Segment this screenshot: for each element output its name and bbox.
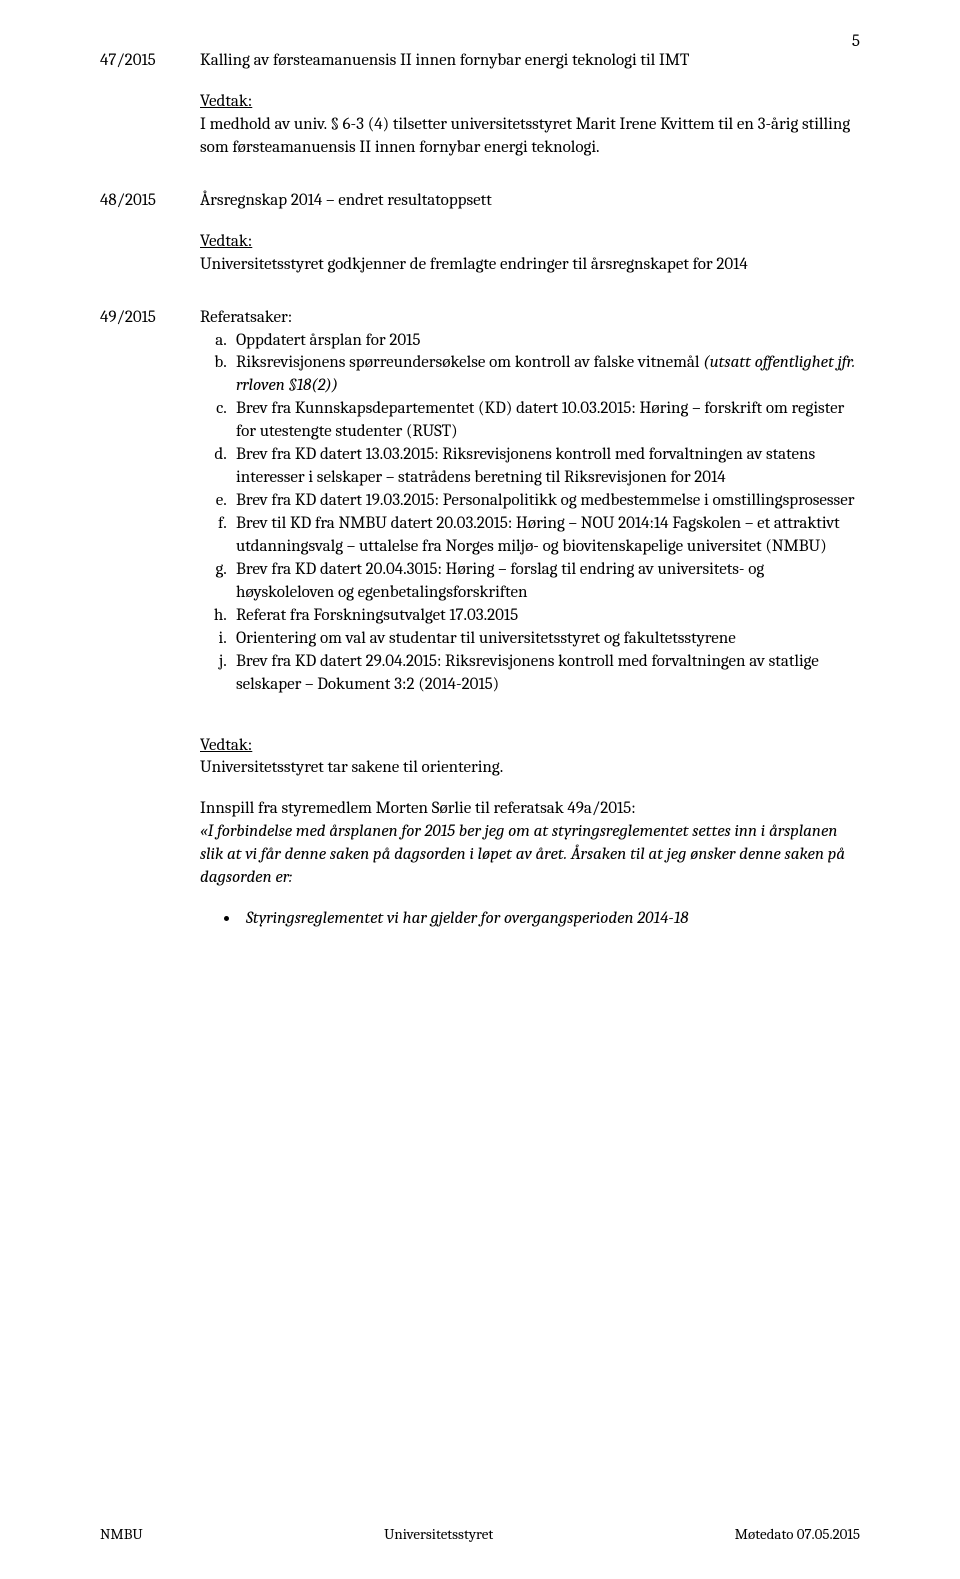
entry-49: 49/2015 Referatsaker: Oppdatert årsplan … — [100, 307, 860, 715]
footer-right: Møtedato 07.05.2015 — [735, 1525, 860, 1543]
vedtak-label: Vedtak: — [200, 736, 252, 755]
vedtak-label: Vedtak: — [200, 92, 252, 111]
entry-body: Årsregnskap 2014 – endret resultatoppset… — [200, 190, 860, 277]
innspill-intro: Innspill fra styremedlem Morten Sørlie t… — [200, 799, 636, 818]
entry-title: Referatsaker: — [200, 307, 860, 330]
entry-48: 48/2015 Årsregnskap 2014 – endret result… — [100, 190, 860, 277]
entry-number: 49/2015 — [100, 307, 200, 330]
list-item: Riksrevisjonens spørreundersøkelse om ko… — [230, 352, 860, 398]
vedtak-block: Vedtak: Universitetsstyret godkjenner de… — [200, 231, 860, 277]
entry-47: 47/2015 Kalling av førsteamanuensis II i… — [100, 50, 860, 160]
vedtak-block: Vedtak: I medhold av univ. § 6-3 (4) til… — [200, 91, 860, 160]
bullet-list: Styringsreglementet vi har gjelder for o… — [200, 908, 860, 931]
list-item: Oppdatert årsplan for 2015 — [230, 330, 860, 353]
vedtak-text: Universitetsstyret godkjenner de fremlag… — [200, 255, 748, 274]
vedtak-text: I medhold av univ. § 6-3 (4) tilsetter u… — [200, 115, 850, 157]
list-item: Brev fra KD datert 13.03.2015: Riksrevis… — [230, 444, 860, 490]
entry-title: Årsregnskap 2014 – endret resultatoppset… — [200, 190, 860, 213]
footer-center: Universitetsstyret — [384, 1525, 493, 1543]
entry-body: Kalling av førsteamanuensis II innen for… — [200, 50, 860, 160]
referatsaker-list: Oppdatert årsplan for 2015 Riksrevisjone… — [200, 330, 860, 697]
list-item: Referat fra Forskningsutvalget 17.03.201… — [230, 605, 860, 628]
entry-number: 47/2015 — [100, 50, 200, 73]
list-item: Brev fra Kunnskapsdepartementet (KD) dat… — [230, 398, 860, 444]
document-page: 5 47/2015 Kalling av førsteamanuensis II… — [0, 0, 960, 1579]
list-item: Brev fra KD datert 29.04.2015: Riksrevis… — [230, 651, 860, 697]
footer-left: NMBU — [100, 1525, 143, 1543]
list-item: Orientering om val av studentar til univ… — [230, 628, 860, 651]
list-item: Brev til KD fra NMBU datert 20.03.2015: … — [230, 513, 860, 559]
entry-title: Kalling av førsteamanuensis II innen for… — [200, 50, 860, 73]
lower-block: Vedtak: Universitetsstyret tar sakene ti… — [200, 735, 860, 932]
entry-number: 48/2015 — [100, 190, 200, 213]
page-number: 5 — [852, 32, 860, 51]
vedtak-block: Vedtak: Universitetsstyret tar sakene ti… — [200, 735, 860, 781]
vedtak-text: Universitetsstyret tar sakene til orient… — [200, 758, 503, 777]
page-footer: NMBU Universitetsstyret Møtedato 07.05.2… — [100, 1525, 860, 1543]
entry-body: Referatsaker: Oppdatert årsplan for 2015… — [200, 307, 860, 715]
vedtak-label: Vedtak: — [200, 232, 252, 251]
list-item: Brev fra KD datert 20.04.3015: Høring – … — [230, 559, 860, 605]
innspill-quote: «I forbindelse med årsplanen for 2015 be… — [200, 822, 845, 887]
innspill-block: Innspill fra styremedlem Morten Sørlie t… — [200, 798, 860, 890]
list-item: Styringsreglementet vi har gjelder for o… — [240, 908, 860, 931]
list-item: Brev fra KD datert 19.03.2015: Personalp… — [230, 490, 860, 513]
